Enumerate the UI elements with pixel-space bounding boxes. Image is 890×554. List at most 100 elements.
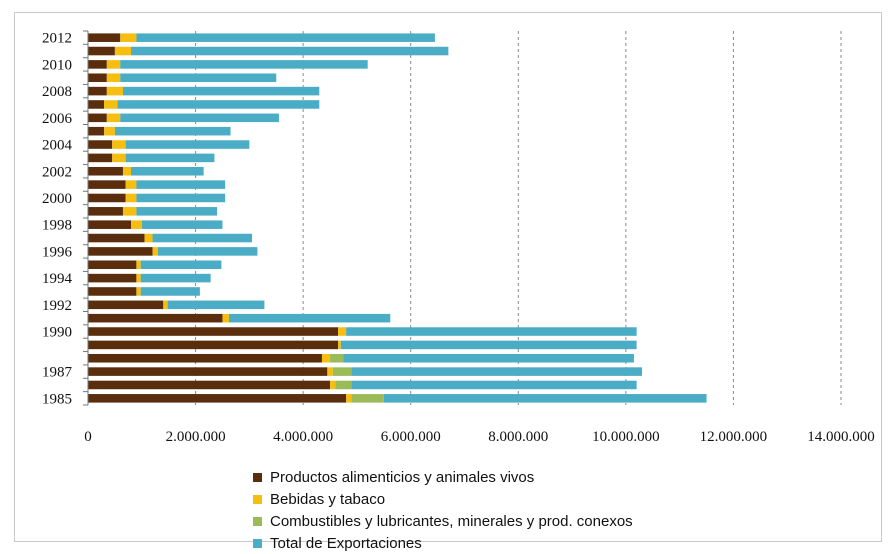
bar-segment: [152, 247, 158, 256]
bar-segment: [122, 86, 320, 96]
legend-item-bebidas: Bebidas y tabaco: [253, 488, 633, 510]
bar-segment: [88, 380, 331, 390]
bar-segment: [321, 353, 331, 363]
bar-segment: [136, 193, 226, 203]
bar-segment: [88, 180, 126, 189]
bar-segment: [136, 33, 435, 42]
bar-segment: [125, 180, 137, 189]
bar-segment: [88, 367, 328, 376]
bar-segment: [383, 394, 707, 403]
bar-segment: [332, 367, 352, 376]
chart-frame: 1985 1987 1990 1992 1994 1996 1998 2000 2002 2004…: [14, 12, 882, 552]
bar-segment: [340, 340, 637, 350]
bar-segment: [88, 193, 126, 203]
bar-segment: [88, 33, 121, 42]
legend-label-productos: Productos alimenticios y animales vivos: [270, 468, 535, 486]
y-tick-label: 2010: [42, 57, 72, 73]
bar-segment: [136, 273, 141, 283]
legend-item-total: Total de Exportaciones: [253, 532, 633, 554]
stacked-bar-chart: 1985 1987 1990 1992 1994 1996 1998 2000 2002 2004…: [42, 30, 875, 445]
bar-segment: [122, 207, 137, 216]
bar-segment: [351, 380, 637, 390]
bar-segment: [346, 394, 352, 403]
bar-segment: [136, 180, 226, 189]
y-tick-label: 2012: [42, 31, 72, 47]
legend-label-bebidas: Bebidas y tabaco: [270, 490, 386, 508]
bar-segment: [104, 126, 115, 136]
bar-segment: [88, 233, 145, 243]
y-tick-label: 1992: [42, 298, 72, 314]
legend-label-total: Total de Exportaciones: [270, 534, 422, 552]
x-tick-label: 4.000.000: [273, 429, 333, 445]
bar-segment: [106, 113, 121, 123]
bar-segment: [122, 166, 132, 176]
y-tick-label: 2002: [42, 164, 72, 180]
x-tick-label: 12.000.000: [700, 429, 768, 445]
bar-segment: [88, 73, 107, 83]
bar-segment: [141, 220, 223, 229]
bar-segment: [125, 193, 137, 203]
bar-segment: [88, 100, 105, 109]
bar-segment: [114, 126, 231, 136]
bar-segment: [114, 46, 132, 56]
x-axis-tick-labels: 0 2.000.000 4.000.000 6.000.000 8.000.000 10.…: [84, 429, 875, 445]
bar-segment: [131, 46, 449, 56]
bar-segment: [163, 300, 168, 310]
bar-segment: [222, 313, 229, 323]
bar-segment: [144, 233, 153, 243]
bar-segment: [112, 153, 126, 163]
bar-segment: [120, 33, 137, 42]
bar-segment: [88, 207, 123, 216]
y-axis-tick-labels: 1985 1987 1990 1992 1994 1996 1998 2000 2002 2004…: [42, 31, 73, 408]
bar-segment: [343, 353, 634, 363]
bar-segment: [140, 273, 211, 283]
bar-segment: [136, 260, 141, 270]
bar-segment: [338, 340, 341, 350]
bar-segment: [152, 233, 253, 243]
bar-segment: [88, 86, 107, 96]
bar-segment: [131, 220, 142, 229]
bar-segment: [338, 327, 347, 336]
bar-segment: [330, 353, 344, 363]
bar-segment: [120, 113, 279, 123]
legend-item-combustibles: Combustibles y lubricantes, minerales y …: [253, 510, 633, 532]
bar-segment: [117, 100, 320, 109]
bar-segment: [88, 153, 113, 163]
legend-swatch-bebidas: [253, 494, 262, 504]
bar-segment: [346, 327, 637, 336]
legend-swatch-productos: [253, 472, 262, 482]
bar-segment: [88, 300, 164, 310]
bar-segment: [112, 140, 126, 149]
axes: [83, 30, 89, 406]
bar-segment: [120, 73, 277, 83]
legend-label-combustibles: Combustibles y lubricantes, minerales y …: [270, 512, 633, 530]
bar-segment: [88, 46, 115, 56]
bar-segment: [88, 166, 123, 176]
bar-segment: [157, 247, 258, 256]
x-tick-label: 2.000.000: [166, 429, 226, 445]
y-tick-label: 1987: [42, 365, 73, 381]
x-tick-label: 8.000.000: [488, 429, 548, 445]
y-tick-label: 2004: [42, 138, 73, 154]
bar-segment: [327, 367, 333, 376]
bar-segment: [88, 340, 339, 350]
bar-segment: [125, 140, 250, 149]
bar-segment: [88, 287, 137, 296]
y-tick-label: 1996: [42, 244, 73, 260]
bar-segment: [131, 166, 204, 176]
bar-segment: [120, 60, 368, 69]
legend: Productos alimenticios y animales vivos …: [253, 466, 633, 554]
bar-segment: [330, 380, 336, 390]
y-tick-label: 1994: [42, 271, 73, 287]
bar-segment: [167, 300, 265, 310]
y-tick-label: 2006: [42, 111, 73, 127]
bar-segment: [104, 100, 118, 109]
bar-segment: [88, 394, 347, 403]
legend-item-productos: Productos alimenticios y animales vivos: [253, 466, 633, 488]
bar-segment: [88, 313, 223, 323]
bar-segment: [335, 380, 352, 390]
x-tick-label: 6.000.000: [381, 429, 441, 445]
bar-segment: [228, 313, 391, 323]
bar-segment: [88, 126, 105, 136]
bar-segment: [106, 60, 121, 69]
